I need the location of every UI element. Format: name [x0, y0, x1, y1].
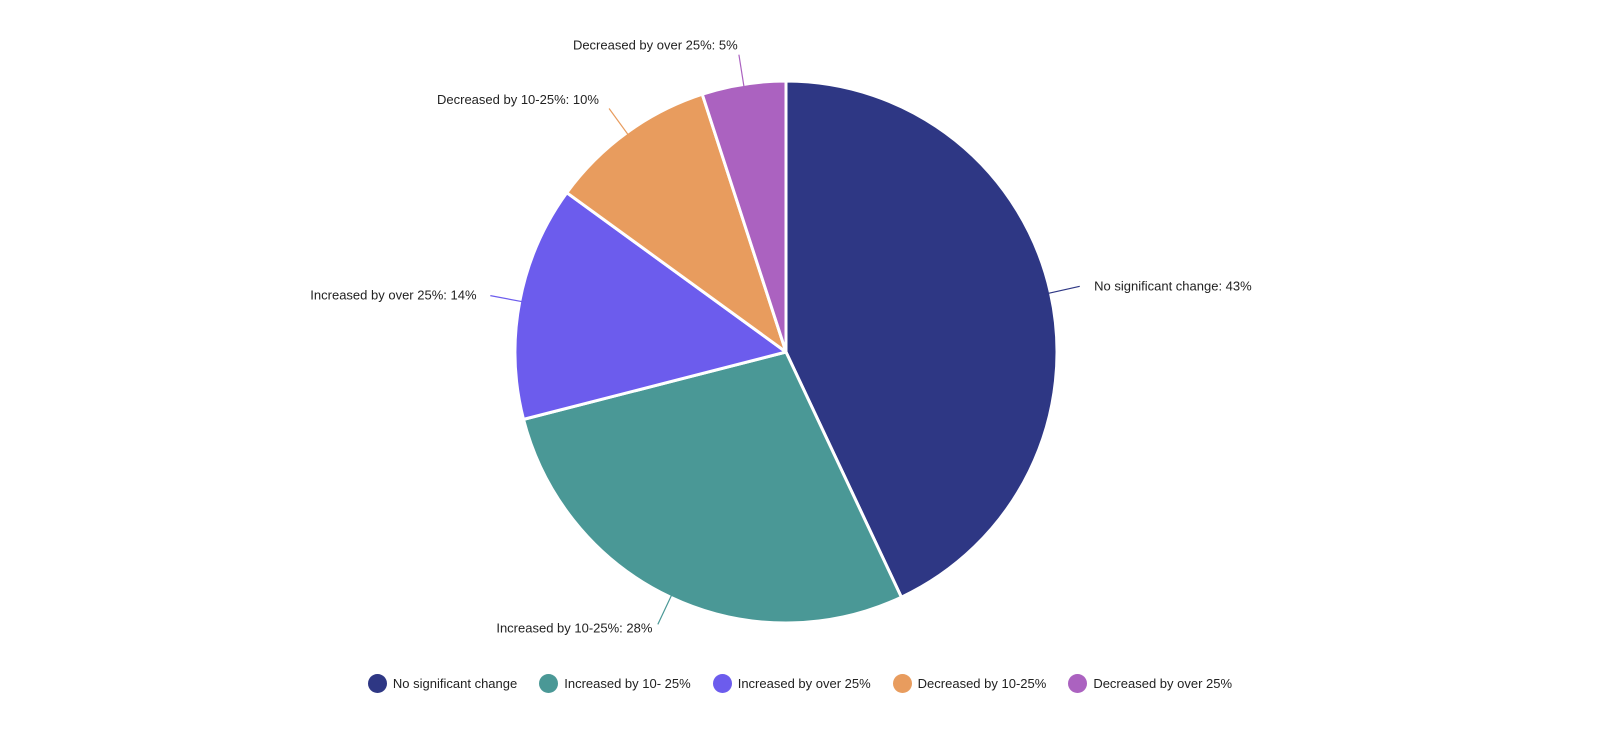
leader-line-3	[490, 295, 526, 303]
slice-label-1: No significant change: 43%	[1094, 278, 1252, 293]
legend-label: Decreased by over 25%	[1093, 675, 1233, 691]
legend-swatch	[1068, 673, 1088, 693]
leader-line-1	[1044, 285, 1080, 295]
legend-swatch	[892, 673, 912, 693]
legend-label: Increased by over 25%	[737, 675, 871, 691]
leader-line-2	[657, 591, 674, 625]
leader-line-4	[608, 108, 631, 138]
legend-item-5: Decreased by over 25%	[1068, 673, 1233, 693]
legend-item-4: Decreased by 10-25%	[892, 673, 1047, 693]
legend-swatch	[367, 673, 387, 693]
legend-label: Decreased by 10-25%	[917, 675, 1047, 691]
legend-swatch	[712, 673, 732, 693]
slice-labels: No significant change: 43% Increased by 1…	[310, 38, 1252, 636]
legend-swatch	[539, 673, 559, 693]
legend-label: No significant change	[392, 675, 518, 691]
chart-legend: No significant change Increased by 10- 25…	[0, 671, 1600, 695]
legend-item-3: Increased by over 25%	[712, 673, 871, 693]
legend-item-1: No significant change	[367, 673, 518, 693]
slice-label-4: Decreased by 10-25%: 10%	[437, 92, 599, 107]
slice-label-2: Increased by 10-25%: 28%	[496, 621, 653, 636]
pie-slices	[513, 79, 1059, 625]
legend-item-2: Increased by 10- 25%	[539, 673, 691, 693]
slice-label-5: Decreased by over 25%: 5%	[573, 38, 738, 53]
slice-label-3: Increased by over 25%: 14%	[310, 288, 477, 303]
leader-line-5	[738, 54, 746, 91]
legend-label: Increased by 10- 25%	[564, 675, 691, 691]
